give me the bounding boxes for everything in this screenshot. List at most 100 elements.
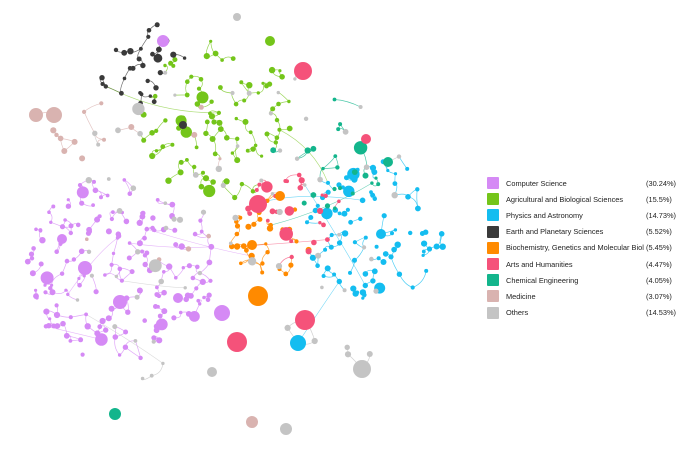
- network-node: [174, 275, 178, 280]
- legend-swatch: [487, 274, 499, 287]
- network-node: [154, 128, 159, 133]
- network-node: [286, 125, 293, 132]
- network-node: [396, 271, 403, 277]
- network-node: [106, 177, 111, 181]
- network-node: [78, 261, 92, 275]
- network-node: [146, 34, 151, 39]
- network-node: [211, 119, 217, 125]
- network-node: [352, 257, 357, 263]
- network-node: [155, 285, 159, 290]
- network-node: [352, 290, 359, 297]
- network-node: [183, 286, 187, 290]
- network-node: [344, 351, 352, 358]
- network-node: [220, 58, 224, 62]
- network-node: [48, 317, 52, 321]
- network-node: [298, 177, 305, 184]
- network-node: [332, 186, 337, 192]
- network-node: [133, 339, 138, 343]
- network-edge: [175, 267, 184, 278]
- network-node: [248, 286, 268, 306]
- network-node: [337, 199, 341, 204]
- network-node: [34, 288, 38, 292]
- network-node: [96, 142, 101, 147]
- network-node: [329, 232, 334, 238]
- network-node: [438, 231, 445, 237]
- legend-item-earth-planetary-sciences: Earth and Planetary Sciences (5.52%): [487, 224, 682, 240]
- network-node: [156, 337, 163, 344]
- legend-label: Biochemistry, Genetics and Molecular Bio…: [506, 243, 644, 253]
- network-node: [214, 305, 230, 321]
- network-node: [287, 99, 291, 104]
- network-node: [217, 126, 224, 132]
- network-node: [100, 82, 105, 86]
- network-node: [77, 276, 81, 281]
- network-node: [79, 155, 86, 162]
- network-node: [117, 266, 123, 272]
- network-node: [220, 182, 226, 188]
- network-node: [242, 118, 249, 125]
- network-node: [362, 172, 369, 179]
- network-node: [108, 305, 115, 312]
- network-node: [170, 142, 175, 147]
- network-edge: [85, 314, 164, 364]
- network-node: [362, 271, 369, 277]
- network-node: [336, 278, 342, 285]
- network-node: [276, 208, 283, 216]
- network-node: [209, 136, 216, 142]
- legend-label: Medicine: [506, 291, 536, 301]
- network-node: [311, 337, 318, 345]
- network-node: [53, 311, 61, 319]
- network-node: [132, 102, 145, 116]
- network-node: [173, 93, 177, 97]
- network-node: [170, 51, 177, 58]
- network-node: [121, 49, 128, 56]
- network-node: [246, 416, 258, 428]
- network-node: [371, 268, 378, 275]
- network-node: [49, 220, 53, 224]
- network-node: [76, 186, 89, 199]
- network-node: [337, 232, 341, 237]
- network-node: [332, 272, 337, 277]
- legend-item-others: Others (14.53%): [487, 305, 682, 321]
- network-node: [122, 344, 129, 350]
- network-node: [198, 77, 204, 82]
- network-node: [337, 211, 342, 216]
- network-node: [192, 164, 197, 170]
- network-node: [212, 50, 219, 57]
- network-node: [260, 261, 265, 266]
- network-node: [361, 134, 371, 144]
- network-node: [75, 222, 81, 228]
- network-node: [228, 241, 233, 246]
- network-node: [303, 183, 307, 187]
- network-node: [285, 179, 289, 184]
- network-edge: [146, 228, 252, 257]
- network-edge: [412, 270, 427, 288]
- network-node: [149, 373, 154, 378]
- network-node: [218, 85, 223, 90]
- legend: Computer Science (30.24%) Agricultural a…: [487, 175, 682, 321]
- network-node: [270, 147, 277, 154]
- network-node: [64, 288, 68, 292]
- network-node: [157, 70, 163, 76]
- network-node: [293, 77, 297, 81]
- network-node: [203, 130, 209, 137]
- network-node: [305, 220, 309, 225]
- network-node: [196, 86, 202, 91]
- network-node: [33, 293, 38, 298]
- network-node: [421, 253, 425, 257]
- network-node: [265, 36, 275, 46]
- network-node: [148, 259, 162, 273]
- network-node: [54, 303, 59, 308]
- network-node: [115, 127, 121, 134]
- network-node: [230, 90, 235, 96]
- network-node: [71, 138, 78, 145]
- network-node: [390, 231, 394, 236]
- network-node: [317, 207, 324, 215]
- network-node: [29, 108, 43, 122]
- network-node: [405, 194, 411, 200]
- network-node: [192, 231, 198, 237]
- network-node: [171, 216, 177, 222]
- network-node: [140, 376, 145, 381]
- network-node: [54, 132, 59, 138]
- network-node: [66, 292, 70, 297]
